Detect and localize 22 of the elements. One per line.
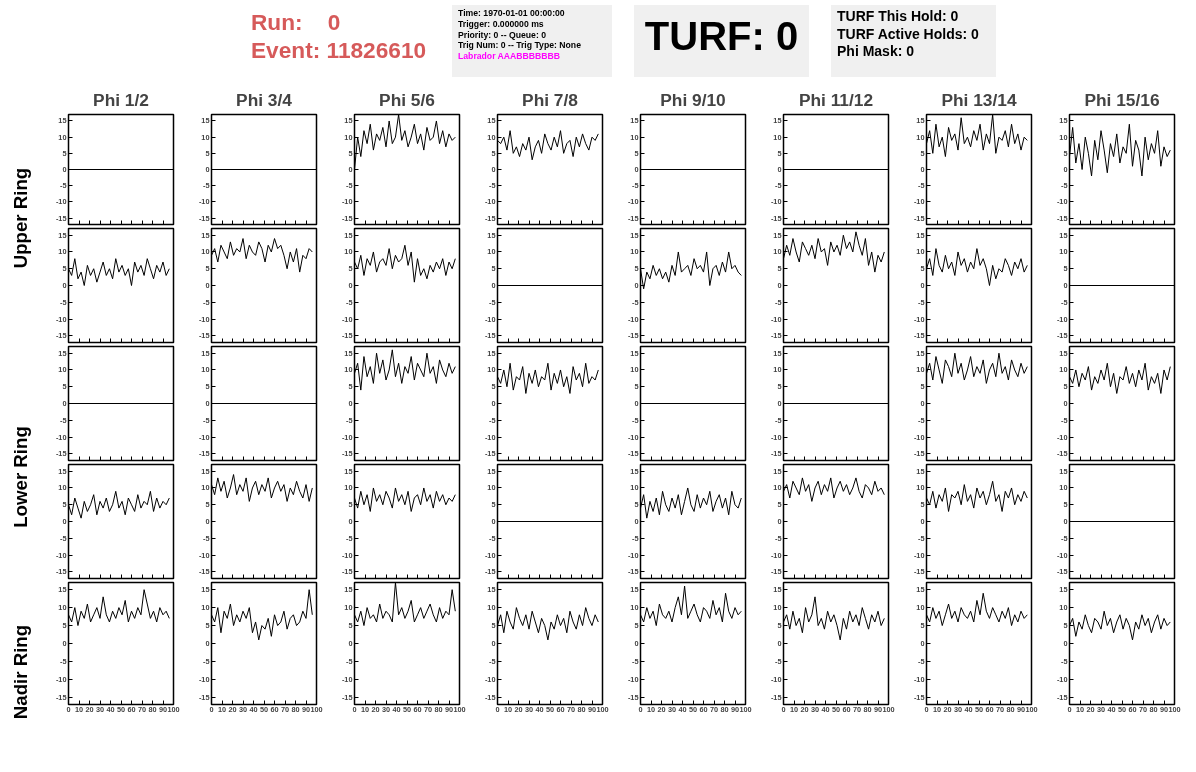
chart-title: Phi 15/16 (1084, 89, 1160, 110)
chart-title: Phi 13/14 (941, 89, 1017, 110)
chart-title: Phi 9/10 (660, 89, 726, 110)
text: Time: 1970-01-01 00:00:00 (458, 8, 566, 19)
chart-title: Phi 11/12 (798, 89, 874, 110)
y-axis-title: Nadir Ring (8, 624, 32, 720)
chart-title: Phi 5/6 (379, 89, 436, 110)
text: Trig Num: 0 -- Trig Type: None (458, 40, 581, 52)
text: TURF This Hold: 0 (837, 8, 960, 26)
chart-title: Phi 7/8 (522, 89, 579, 110)
text: TURF Active Holds: 0 (837, 25, 979, 43)
text: Priority: 0 -- Queue: 0 (458, 29, 548, 41)
y-axis-title: Upper Ring (8, 167, 32, 269)
text: Phi Mask: 0 (837, 43, 916, 61)
text: Run: 0 (251, 8, 342, 37)
text: Event: 11826610 (251, 36, 427, 65)
text: Labrador AAABBBBBBB (458, 51, 562, 63)
text: TURF: 0 (644, 13, 799, 60)
chart-title: Phi 1/2 (93, 89, 149, 110)
y-axis-title: Lower Ring (8, 426, 32, 528)
text: Trigger: 0.000000 ms (458, 18, 545, 30)
chart-title: Phi 3/4 (236, 89, 293, 110)
